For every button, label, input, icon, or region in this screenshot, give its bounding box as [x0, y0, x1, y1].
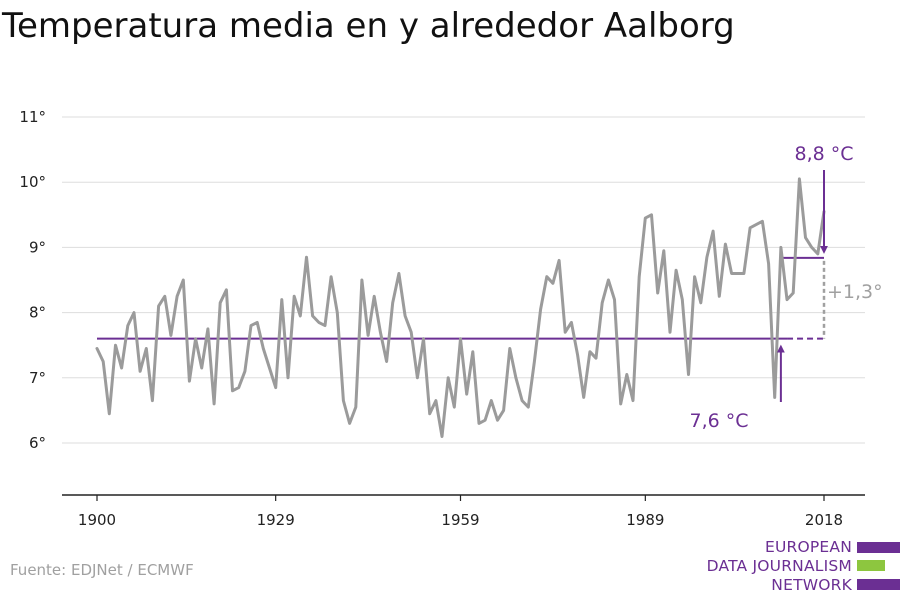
logo-bar-green: [857, 560, 885, 571]
y-tick-label: 6°: [29, 434, 46, 452]
annotations: 7,6 °C 8,8 °C +1,3°: [689, 143, 882, 432]
source-note: Fuente: EDJNet / ECMWF: [10, 561, 194, 579]
axes: 6° 7° 8° 9° 10° 11° 1900 1929 1959 1989 2018: [19, 108, 865, 529]
y-tick-label: 7°: [29, 369, 46, 387]
temperature-series-line: [95, 177, 826, 438]
series-layer: [95, 177, 826, 438]
x-tick-label: 1959: [441, 511, 479, 529]
logo-line-1: EUROPEAN: [764, 538, 852, 556]
edjnet-logo: EUROPEAN DATA JOURNALISM NETWORK: [700, 538, 900, 598]
logo-line-3: NETWORK: [771, 576, 852, 594]
x-tick-label: 1989: [626, 511, 664, 529]
x-tick-label: 1900: [78, 511, 116, 529]
chart-title: Temperatura media en y alrededor Aalborg: [2, 6, 735, 46]
logo-line-2: DATA JOURNALISM: [706, 557, 852, 575]
logo-bar-purple-top: [857, 542, 900, 553]
y-tick-label: 11°: [19, 108, 46, 126]
y-tick-label: 9°: [29, 238, 46, 256]
y-tick-label: 10°: [19, 173, 46, 191]
difference-label: +1,3°: [827, 281, 883, 303]
baseline-value-label: 7,6 °C: [689, 410, 748, 432]
recent-value-label: 8,8 °C: [794, 143, 853, 165]
reference-lines: [97, 256, 824, 340]
logo-bar-purple-bottom: [857, 579, 900, 590]
x-tick-label: 2018: [805, 511, 843, 529]
x-tick-label: 1929: [257, 511, 295, 529]
y-tick-label: 8°: [29, 304, 46, 322]
